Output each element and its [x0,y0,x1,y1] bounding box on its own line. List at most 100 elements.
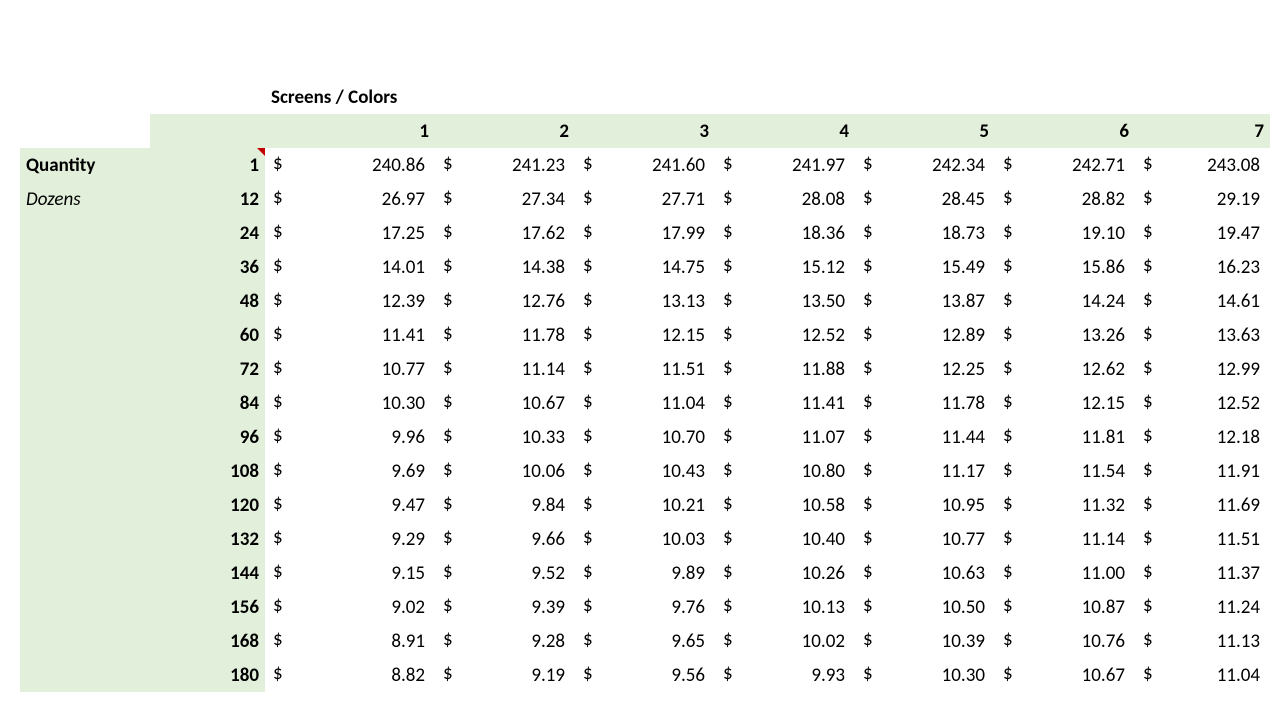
price-value: 12.76 [441,290,569,313]
currency-symbol: $ [1003,458,1013,481]
price-cell: $9.65 [575,624,715,658]
price-value: 12.15 [581,324,709,347]
price-cell: $11.14 [995,522,1135,556]
currency-symbol: $ [723,492,733,515]
currency-symbol: $ [1003,356,1013,379]
currency-symbol: $ [863,662,873,685]
currency-symbol: $ [443,186,453,209]
row-label-blank [20,352,150,386]
currency-symbol: $ [1003,390,1013,413]
price-value: 19.10 [1001,222,1129,245]
currency-symbol: $ [443,390,453,413]
currency-symbol: $ [273,458,283,481]
currency-symbol: $ [863,186,873,209]
table-row: 120$9.47$9.84$10.21$10.58$10.95$11.32$11… [20,488,1270,522]
price-cell: $11.78 [855,386,995,420]
currency-symbol: $ [723,560,733,583]
column-header-row: 1 2 3 4 5 6 7 [20,114,1270,148]
table-row: 96$9.96$10.33$10.70$11.07$11.44$11.81$12… [20,420,1270,454]
price-cell: $19.10 [995,216,1135,250]
price-value: 10.39 [861,630,989,653]
price-value: 15.12 [721,256,849,279]
price-cell: $10.39 [855,624,995,658]
price-cell: $11.51 [1135,522,1270,556]
currency-symbol: $ [723,594,733,617]
row-label-blank [20,284,150,318]
currency-symbol: $ [863,492,873,515]
price-value: 14.24 [1001,290,1129,313]
currency-symbol: $ [863,220,873,243]
price-value: 12.89 [861,324,989,347]
price-value: 10.03 [581,528,709,551]
price-value: 10.95 [861,494,989,517]
table-row: 108$9.69$10.06$10.43$10.80$11.17$11.54$1… [20,454,1270,488]
currency-symbol: $ [273,594,283,617]
price-cell: $8.91 [265,624,435,658]
price-cell: $29.19 [1135,182,1270,216]
currency-symbol: $ [863,288,873,311]
price-value: 12.15 [1001,392,1129,415]
price-value: 28.82 [1001,188,1129,211]
price-cell: $11.00 [995,556,1135,590]
price-value: 10.30 [271,392,429,415]
price-cell: $13.63 [1135,318,1270,352]
currency-symbol: $ [273,288,283,311]
price-cell: $12.18 [1135,420,1270,454]
table-row: Dozens12$26.97$27.34$27.71$28.08$28.45$2… [20,182,1270,216]
price-cell: $10.95 [855,488,995,522]
price-value: 10.77 [861,528,989,551]
price-value: 14.61 [1141,290,1264,313]
currency-symbol: $ [583,594,593,617]
price-cell: $9.89 [575,556,715,590]
currency-symbol: $ [443,458,453,481]
currency-symbol: $ [273,220,283,243]
price-value: 13.26 [1001,324,1129,347]
price-cell: $28.08 [715,182,855,216]
price-cell: $12.25 [855,352,995,386]
currency-symbol: $ [1003,662,1013,685]
price-value: 10.67 [441,392,569,415]
price-value: 12.25 [861,358,989,381]
currency-symbol: $ [1143,220,1153,243]
price-cell: $10.77 [265,352,435,386]
price-cell: $27.34 [435,182,575,216]
pricing-table: Screens / Colors 1 2 3 4 5 6 7 Quantity1… [20,80,1270,692]
table-row: 36$14.01$14.38$14.75$15.12$15.49$15.86$1… [20,250,1270,284]
price-value: 11.78 [441,324,569,347]
currency-symbol: $ [1003,628,1013,651]
price-value: 9.47 [271,494,429,517]
currency-symbol: $ [1003,186,1013,209]
price-cell: $9.39 [435,590,575,624]
price-cell: $12.89 [855,318,995,352]
price-value: 10.13 [721,596,849,619]
price-value: 17.25 [271,222,429,245]
price-cell: $17.25 [265,216,435,250]
currency-symbol: $ [583,356,593,379]
currency-symbol: $ [583,492,593,515]
price-value: 11.51 [581,358,709,381]
price-value: 12.52 [1141,392,1264,415]
price-value: 26.97 [271,188,429,211]
price-value: 240.86 [271,154,429,177]
currency-symbol: $ [583,186,593,209]
currency-symbol: $ [1003,152,1013,175]
price-value: 10.87 [1001,596,1129,619]
price-cell: $9.02 [265,590,435,624]
price-value: 10.58 [721,494,849,517]
section-title: Screens / Colors [265,80,1270,114]
price-cell: $10.40 [715,522,855,556]
price-value: 9.39 [441,596,569,619]
row-label-blank [20,590,150,624]
price-value: 9.76 [581,596,709,619]
price-value: 12.18 [1141,426,1264,449]
currency-symbol: $ [863,254,873,277]
price-cell: $11.04 [575,386,715,420]
currency-symbol: $ [273,560,283,583]
currency-symbol: $ [583,390,593,413]
currency-symbol: $ [273,424,283,447]
price-value: 9.19 [441,664,569,687]
price-value: 10.40 [721,528,849,551]
price-value: 11.32 [1001,494,1129,517]
price-value: 17.62 [441,222,569,245]
price-value: 9.56 [581,664,709,687]
